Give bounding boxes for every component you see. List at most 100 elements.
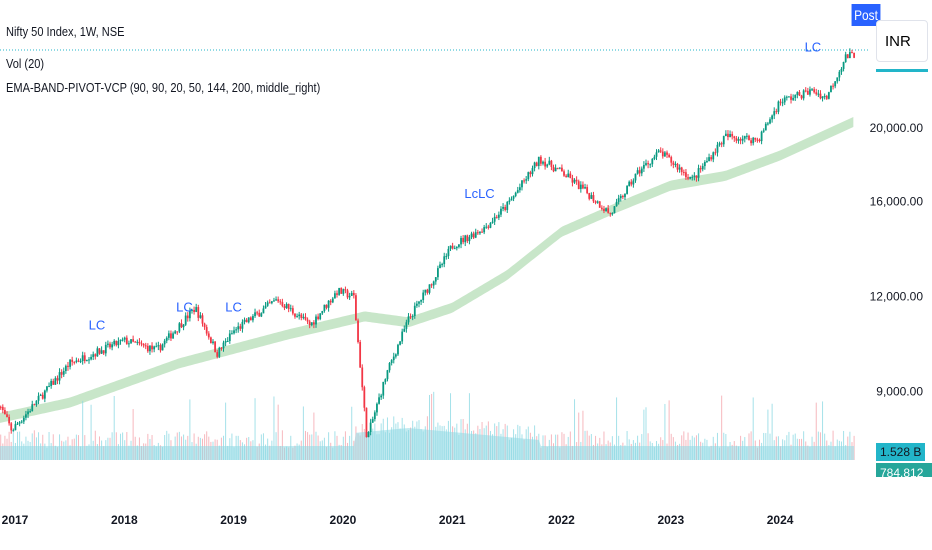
candle-body [836,77,839,82]
candle-body [813,89,816,93]
candle-body [621,195,624,198]
candle-body [161,344,164,351]
candle-body [794,94,797,98]
candle-body [334,293,336,299]
candle-body [294,313,296,317]
candle-body [191,309,193,311]
volume-bar [8,431,10,460]
candle-body [853,52,855,58]
candle-body [149,345,151,352]
candle-body [92,354,95,357]
volume-tag: 1.528 B [876,443,926,461]
candle-body [653,156,656,159]
candle-body [247,317,250,323]
candle-body [752,137,755,144]
volume-bar [315,431,317,460]
candle-body [415,303,418,306]
candle-body [815,92,818,95]
candle-body [540,156,542,164]
candle-body [712,152,715,160]
candle-body [506,201,509,210]
volume-bar [166,430,168,460]
candle-body [273,300,275,302]
candle-body [397,344,399,355]
candle-body [827,92,830,99]
candle-body [96,348,99,357]
candle-body [16,423,19,425]
candle-body [790,96,792,100]
candle-body [203,323,206,328]
currency-button[interactable]: INR [876,20,928,62]
candle-body [25,414,27,418]
candle-body [771,115,774,120]
candle-body [708,157,710,162]
candle-body [342,289,345,294]
candle-body [819,93,822,99]
volume-bar [750,431,752,460]
candle-body [537,156,540,166]
volume-bar [254,398,256,460]
candle-body [35,400,38,405]
candle-body [420,300,422,302]
candle-body [769,119,771,124]
candle-body [500,208,502,215]
candle-body [514,192,517,196]
candle-body [548,160,551,165]
candle-body [146,345,149,352]
post-button[interactable]: Post [851,4,881,26]
volume-bar [113,395,115,460]
candle-body [645,163,647,165]
candle-body [231,333,233,335]
candle-body [220,347,223,349]
candle-body [321,310,324,314]
volume-bar [334,431,336,460]
candle-body [138,341,141,344]
volume-bar [468,393,470,460]
candle-body [207,333,210,338]
candle-body [485,226,488,228]
time-tick-label: 2017 [2,513,29,527]
candle-body [388,362,391,371]
candle-body [703,162,706,167]
indicator-legend[interactable]: EMA-BAND-PIVOT-VCP (90, 90, 20, 50, 144,… [6,80,321,95]
candle-body [451,245,454,249]
volume-bar [19,431,21,460]
candle-body [626,185,628,194]
candle-body [195,307,198,312]
candle-body [775,111,778,113]
volume-bar [574,399,576,460]
candle-body [363,387,366,408]
candle-body [582,184,584,189]
candle-body [443,256,446,265]
candle-body [600,207,603,209]
candle-body [773,111,776,116]
candle-body [228,333,231,342]
candle-body [483,227,486,233]
candle-body [724,133,727,137]
candle-body [180,323,183,328]
candle-body [685,172,687,178]
volume-legend[interactable]: Vol (20) [6,56,45,71]
candle-body [424,289,427,293]
candle-body [390,360,393,363]
candle-body [317,316,319,319]
candle-body [224,341,227,343]
candle-body [706,161,708,163]
volume-bar [344,431,346,460]
candle-body [594,201,597,203]
candle-body [304,316,307,320]
candle-body [842,62,845,69]
candle-body [270,301,273,304]
candle-body [750,140,752,144]
candle-body [329,300,332,303]
chart-title[interactable]: Nifty 50 Index, 1W, NSE [6,24,125,39]
candle-body [201,315,204,324]
candle-body [94,354,97,357]
candle-body [258,312,261,317]
time-tick-label: 2018 [111,513,138,527]
candle-body [418,301,420,304]
candle-body [184,315,187,325]
volume-bar [178,431,180,460]
candle-body [157,345,160,347]
